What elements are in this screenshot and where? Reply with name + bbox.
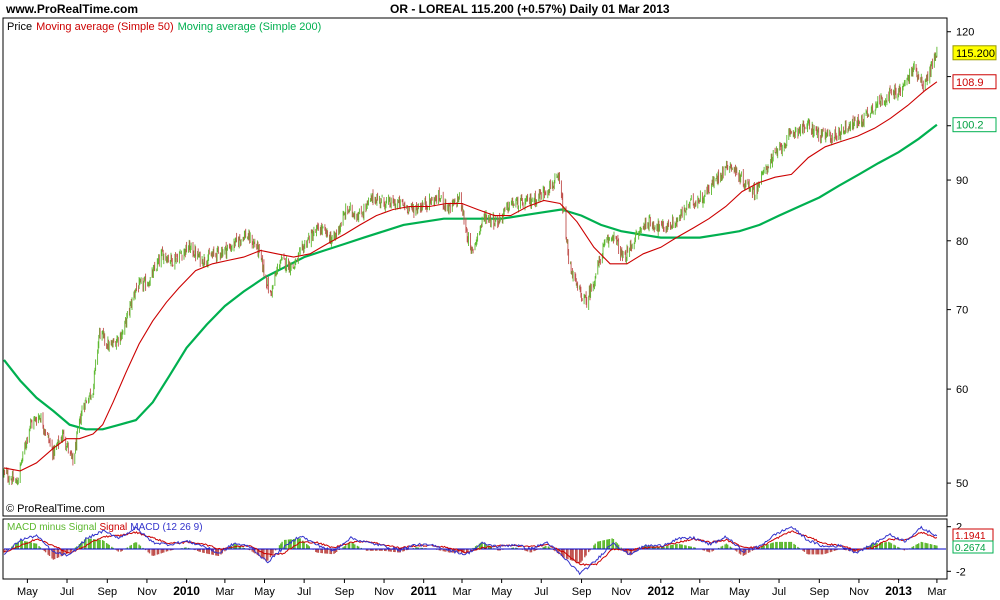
- sma200-line: [3, 123, 938, 431]
- x-tick-label: Jul: [297, 586, 311, 598]
- price-panel-frame: [2, 17, 948, 517]
- last-value-label-0: 115.200: [956, 48, 995, 60]
- macd-legend-item-2: MACD (12 26 9): [130, 522, 202, 533]
- x-tick-label: May: [17, 586, 38, 598]
- y-tick-label: 50: [956, 478, 968, 490]
- y-tick-label: 120: [956, 27, 974, 39]
- x-tick-label: 2011: [411, 584, 437, 598]
- sma50-layer: [3, 81, 938, 472]
- x-axis: May Jul Sep Nov 2010 Mar May Jul Sep Nov 2011 Mar Ma…: [17, 579, 947, 598]
- x-tick-label: Sep: [810, 586, 830, 598]
- last-value-box-0: [952, 45, 997, 61]
- x-tick-label: Nov: [137, 586, 157, 598]
- macd-line: [3, 525, 938, 576]
- macd-legend-item-0: MACD minus Signal: [7, 522, 96, 533]
- price-candles-layer: [3, 46, 938, 486]
- sma50-line: [3, 81, 938, 472]
- x-tick-label: May: [729, 586, 750, 598]
- last-value-box-2: [952, 117, 997, 133]
- last-value-label-1: 108.9: [956, 77, 984, 89]
- y-tick-label: 70: [956, 305, 968, 317]
- legend-item-0: Price: [7, 21, 32, 33]
- x-tick-label: Sep: [98, 586, 118, 598]
- price-last-value-labels: 115.200 108.9 100.2: [952, 45, 997, 133]
- macd-lines-layer: [3, 525, 938, 576]
- macd-y-tick-label: -2: [956, 566, 966, 578]
- x-tick-label: May: [491, 586, 512, 598]
- x-tick-label: Mar: [453, 586, 472, 598]
- x-tick-label: 2012: [647, 584, 674, 598]
- instrument-title: OR - LOREAL 115.200 (+0.57%) Daily 01 Ma…: [390, 2, 670, 16]
- price-y-axis: 5060708090100120: [947, 27, 974, 490]
- chart-header: www.ProRealTime.com OR - LOREAL 115.200 …: [0, 0, 1000, 18]
- x-tick-label: Jul: [534, 586, 548, 598]
- legend-item-1: Moving average (Simple 50): [36, 21, 174, 33]
- legend-item-2: Moving average (Simple 200): [178, 21, 322, 33]
- x-tick-label: May: [254, 586, 275, 598]
- x-tick-label: Nov: [611, 586, 631, 598]
- x-tick-label: Jul: [60, 586, 74, 598]
- x-tick-label: Mar: [690, 586, 709, 598]
- last-value-label-2: 100.2: [956, 120, 984, 132]
- x-tick-label: 2013: [885, 584, 912, 598]
- site-name: www.ProRealTime.com: [6, 2, 139, 16]
- last-value-box-1: [952, 74, 997, 90]
- price-legend: Price Moving average (Simple 50) Moving av…: [7, 21, 321, 33]
- macd-y-axis: 2 -2: [947, 522, 966, 578]
- x-tick-label: Mar: [927, 586, 946, 598]
- y-tick-label: 80: [956, 236, 968, 248]
- x-tick-label: Nov: [849, 586, 869, 598]
- copyright-text: © ProRealTime.com: [6, 503, 105, 515]
- macd-last-value-label-0: 1.1941: [955, 531, 986, 542]
- x-tick-label: Mar: [215, 586, 234, 598]
- x-tick-label: Jul: [772, 586, 786, 598]
- x-tick-label: 2010: [173, 584, 200, 598]
- macd-y-tick-label: 2: [956, 522, 962, 534]
- macd-last-value-box-1: [952, 540, 994, 554]
- macd-legend-item-1: Signal: [99, 522, 127, 533]
- sma200-layer: [3, 123, 938, 431]
- x-tick-label: Sep: [572, 586, 592, 598]
- macd-legend: MACD minus Signal Signal MACD (12 26 9): [7, 522, 203, 533]
- x-tick-label: Sep: [335, 586, 355, 598]
- macd-last-value-label-1: 0.2674: [955, 543, 986, 554]
- y-tick-label: 60: [956, 384, 968, 396]
- x-tick-label: Nov: [374, 586, 394, 598]
- y-tick-label: 90: [956, 175, 968, 187]
